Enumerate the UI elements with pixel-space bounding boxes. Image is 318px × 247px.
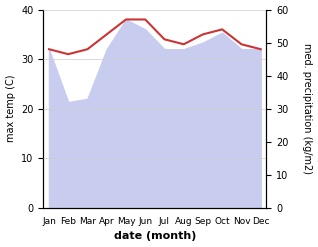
X-axis label: date (month): date (month) xyxy=(114,231,196,242)
Y-axis label: max temp (C): max temp (C) xyxy=(5,75,16,143)
Y-axis label: med. precipitation (kg/m2): med. precipitation (kg/m2) xyxy=(302,43,313,174)
